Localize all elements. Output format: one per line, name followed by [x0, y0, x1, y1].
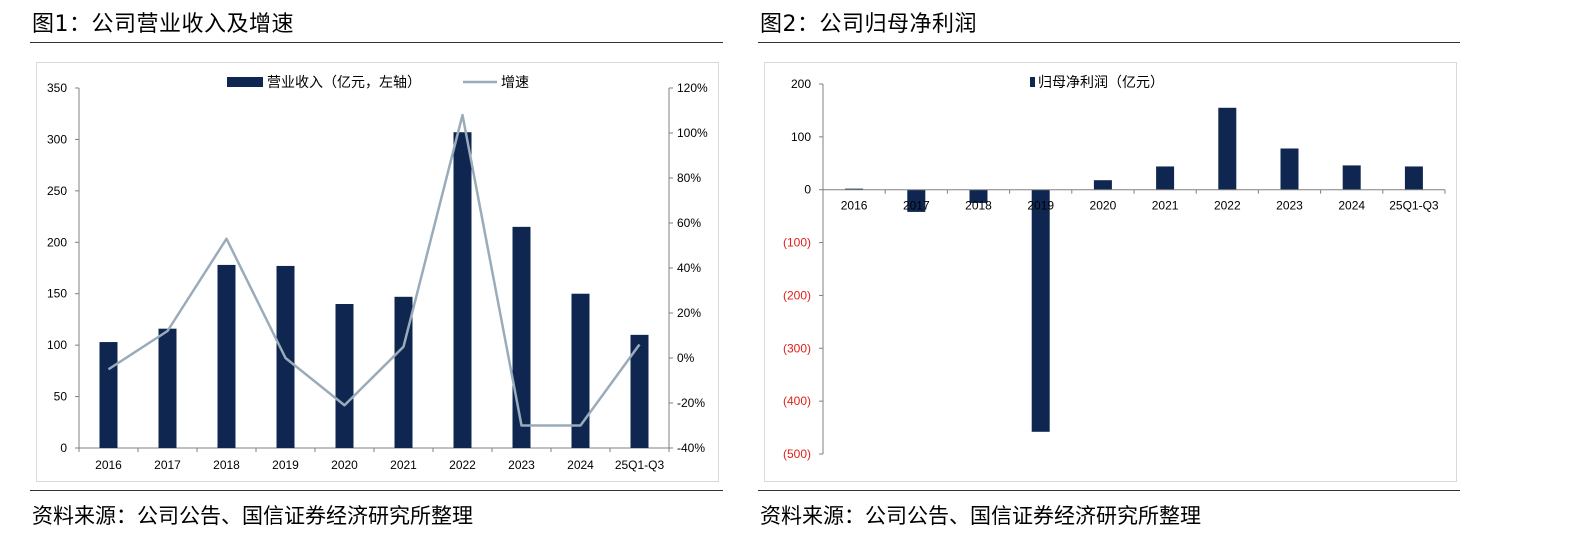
legend-profit-swatch: [1030, 77, 1035, 87]
x-tick-label: 2024: [1338, 199, 1365, 213]
chart2-source-rule: [758, 490, 1460, 491]
net-profit-bar: [1156, 166, 1175, 190]
net-profit-bar: [969, 189, 988, 203]
revenue-bar: [335, 304, 354, 448]
x-tick-label: 2016: [841, 199, 868, 213]
y-tick-label: (300): [783, 341, 811, 355]
net-profit-chart: (500) (400) (300) (200) (100) 0 100 200 2016 2017…: [783, 74, 1446, 461]
revenue-bar: [99, 342, 118, 448]
chart2-source: 资料来源：公司公告、国信证券经济研究所整理: [760, 504, 1201, 528]
net-profit-bar: [1404, 166, 1423, 190]
right-y-tick-label: 0%: [677, 351, 695, 365]
right-y-tick-label: 40%: [677, 261, 701, 275]
x-tick-label: 2020: [1090, 199, 1117, 213]
x-tick-label: 2019: [272, 458, 299, 472]
revenue-growth-chart: 0 50 100 150 200 250 300 350 -40% -20% 0% 20% 40% 60%…: [47, 74, 708, 472]
x-tick-label: 2022: [449, 458, 476, 472]
x-tick-label: 2023: [508, 458, 535, 472]
net-profit-bar: [1218, 107, 1237, 190]
right-y-tick-label: 80%: [677, 171, 701, 185]
y-tick-label: (400): [783, 394, 811, 408]
x-tick-label: 25Q1-Q3: [615, 458, 665, 472]
right-y-tick-label: 120%: [677, 81, 708, 95]
left-y-tick-label: 350: [47, 81, 67, 95]
x-tick-label: 2021: [1152, 199, 1179, 213]
legend-profit-label: 归母净利润（亿元）: [1038, 74, 1164, 90]
net-profit-bar: [907, 189, 926, 212]
right-y-tick-label: 100%: [677, 126, 708, 140]
chart1-title: 图1：公司营业收入及增速: [32, 12, 294, 37]
x-tick-label: 2020: [331, 458, 358, 472]
legend-revenue-label: 营业收入（亿元，左轴）: [267, 74, 421, 90]
net-profit-bar: [1280, 148, 1299, 190]
left-y-tick-label: 200: [47, 235, 67, 249]
x-tick-label: 2018: [213, 458, 240, 472]
chart1-source: 资料来源：公司公告、国信证券经济研究所整理: [32, 504, 473, 528]
legend-growth-label: 增速: [501, 74, 529, 90]
net-profit-bar: [1342, 165, 1361, 190]
y-tick-label: (200): [783, 288, 811, 302]
revenue-bar: [630, 334, 649, 448]
right-y-tick-label: 60%: [677, 216, 701, 230]
x-tick-label: 2018: [965, 199, 992, 213]
y-tick-label: (500): [783, 447, 811, 461]
y-tick-label: 200: [791, 77, 811, 91]
right-y-tick-label: 20%: [677, 306, 701, 320]
legend-revenue-swatch: [227, 77, 263, 87]
chart1-frame: 0 50 100 150 200 250 300 350 -40% -20% 0% 20% 40% 60%…: [36, 62, 719, 482]
revenue-bar: [453, 132, 472, 448]
revenue-bar: [394, 296, 413, 448]
y-tick-label: 100: [791, 130, 811, 144]
y-tick-label: (100): [783, 236, 811, 250]
chart2-title: 图2：公司归母净利润: [760, 12, 977, 37]
net-profit-bar: [845, 188, 864, 190]
chart1-title-rule: [30, 42, 723, 43]
left-y-tick-label: 0: [60, 441, 67, 455]
x-tick-label: 2016: [95, 458, 122, 472]
chart2-title-rule: [758, 42, 1460, 43]
right-y-tick-label: -40%: [677, 441, 705, 455]
growth-line: [107, 113, 641, 427]
x-tick-label: 2019: [1027, 199, 1054, 213]
revenue-bar: [512, 226, 531, 448]
revenue-bar: [217, 264, 236, 448]
net-profit-bar: [1093, 180, 1112, 190]
net-profit-bar: [1031, 189, 1050, 432]
x-tick-label: 2023: [1276, 199, 1303, 213]
x-tick-label: 2017: [154, 458, 181, 472]
x-tick-label: 2017: [903, 199, 930, 213]
chart1-source-rule: [30, 490, 723, 491]
revenue-bar: [158, 328, 177, 448]
left-y-tick-label: 250: [47, 184, 67, 198]
y-tick-label: 0: [804, 183, 811, 197]
left-y-tick-label: 50: [54, 390, 68, 404]
x-tick-label: 2022: [1214, 199, 1241, 213]
chart2-frame: (500) (400) (300) (200) (100) 0 100 200 2016 2017…: [764, 62, 1457, 482]
x-tick-label: 2024: [567, 458, 594, 472]
x-tick-label: 25Q1-Q3: [1389, 199, 1439, 213]
left-y-tick-label: 300: [47, 132, 67, 146]
revenue-bar: [571, 293, 590, 448]
left-y-tick-label: 150: [47, 287, 67, 301]
left-y-tick-label: 100: [47, 338, 67, 352]
right-y-tick-label: -20%: [677, 396, 705, 410]
x-tick-label: 2021: [390, 458, 417, 472]
